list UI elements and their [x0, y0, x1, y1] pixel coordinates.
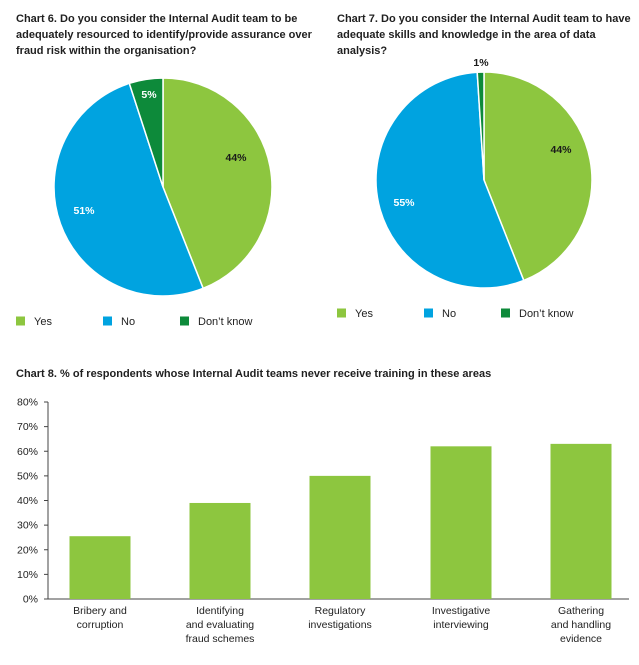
chart7-title: Chart 7. Do you consider the Internal Au… — [337, 13, 631, 57]
chart6-slice-no — [53, 82, 205, 297]
chart8-x-tick-label: Identifying and evaluating fraud schemes — [186, 605, 255, 645]
chart8-bar — [309, 475, 371, 599]
chart6-slice-yes — [162, 77, 273, 290]
chart7-legend-no: No — [442, 308, 456, 320]
chart6-legend-swatch-yes — [16, 316, 25, 326]
chart6-legend-swatch-dont-know — [180, 316, 189, 326]
chart8-bar-chart: 0% 10% 20% 30% 40% 50% 60% 70% 80% Bribery and cor… — [17, 397, 629, 645]
chart8-y-tick-label: 10% — [17, 569, 38, 581]
chart8-y-tick-label: 20% — [17, 544, 38, 556]
chart6-legend: Yes No Don’t know — [16, 316, 252, 328]
chart7-label-yes: 44% — [550, 144, 572, 156]
chart7-slice-yes — [483, 71, 593, 282]
chart6-legend-no: No — [121, 316, 135, 328]
chart6-legend-yes: Yes — [34, 316, 52, 328]
chart7-slice-dont-know — [476, 71, 485, 181]
chart8-bar — [430, 446, 492, 599]
chart6-pie: 44% 51% 5% — [53, 77, 273, 297]
chart6-title: Chart 6. Do you consider the Internal Au… — [16, 13, 312, 57]
chart7-legend: Yes No Don’t know — [337, 308, 573, 320]
chart7-legend-dont-know: Don’t know — [519, 308, 573, 320]
chart7-label-no: 55% — [393, 197, 415, 209]
chart7-pie: 44% 55% 1% — [375, 57, 593, 289]
chart7-legend-swatch-yes — [337, 308, 346, 318]
chart6-slice-dont-know — [128, 77, 164, 188]
chart8-x-tick-label: Regulatory investigations — [308, 605, 372, 631]
chart8-x-tick-label: Bribery and corruption — [73, 605, 127, 631]
chart8-y-tick-label: 30% — [17, 520, 38, 532]
chart8-bar — [189, 502, 251, 599]
chart8-x-tick-label: Gathering and handling evidence — [551, 605, 611, 645]
chart8-y-tick-label: 80% — [17, 397, 38, 409]
chart7-legend-swatch-dont-know — [501, 308, 510, 318]
chart7-label-dont-know: 1% — [473, 57, 489, 69]
chart6-label-dont-know: 5% — [141, 89, 157, 101]
chart8-y-tick-label: 70% — [17, 421, 38, 433]
chart8-y-tick-label: 0% — [23, 594, 38, 606]
chart8-x-tick-label: Investigative interviewing — [432, 605, 491, 631]
chart6-legend-dont-know: Don’t know — [198, 316, 252, 328]
chart7-legend-yes: Yes — [355, 308, 373, 320]
chart7-slice-no — [375, 71, 525, 289]
chart8-y-tick-label: 60% — [17, 446, 38, 458]
chart8-bar — [550, 443, 612, 599]
chart8-y-tick-label: 40% — [17, 495, 38, 507]
chart6-label-no: 51% — [73, 205, 95, 217]
chart7-legend-swatch-no — [424, 308, 433, 318]
chart8-title: Chart 8. % of respondents whose Internal… — [16, 368, 492, 380]
chart6-label-yes: 44% — [225, 152, 247, 164]
chart8-y-tick-label: 50% — [17, 470, 38, 482]
chart6-legend-swatch-no — [103, 316, 112, 326]
chart8-bar — [69, 536, 131, 599]
